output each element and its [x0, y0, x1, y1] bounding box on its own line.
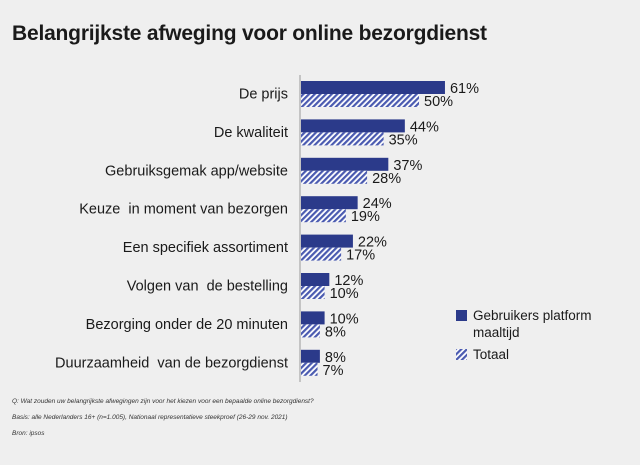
value-label-totaal-gebruiksgemak-app-website: 28%: [372, 171, 401, 187]
bar-totaal-bezorging-onder-de-20-minuten: [301, 324, 320, 338]
legend-item-totaal-swatch: [456, 349, 467, 360]
value-label-platform-keuze-in-moment-van-bezorgen: 24%: [363, 196, 392, 212]
category-label-de-prijs: De prijs: [239, 87, 288, 103]
footnote-basis: Basis: alle Nederlanders 16+ (n=1.005), …: [12, 414, 288, 421]
bar-totaal-volgen-van-de-bestelling: [301, 286, 325, 299]
value-label-platform-een-specifiek-assortiment: 22%: [358, 235, 387, 251]
category-label-volgen-van-de-bestelling: Volgen van de bestelling: [127, 279, 288, 295]
value-label-totaal-duurzaamheid-van-de-bezorgdienst: 7%: [323, 363, 344, 379]
category-label-een-specifiek-assortiment: Een specifiek assortiment: [123, 240, 288, 256]
bar-totaal-duurzaamheid-van-de-bezorgdienst: [301, 362, 318, 376]
value-label-platform-de-prijs: 61%: [450, 81, 479, 97]
bars-group: De prijs 61%50% De kwaliteit 44%35% Gebruiks…: [55, 81, 479, 379]
chart-title: Belangrijkste afweging voor online bezor…: [12, 22, 487, 45]
category-label-gebruiksgemak-app-website: Gebruiksgemak app/website: [105, 163, 288, 179]
value-label-platform-duurzaamheid-van-de-bezorgdienst: 8%: [325, 350, 346, 366]
value-label-platform-volgen-van-de-bestelling: 12%: [334, 273, 363, 289]
value-label-platform-bezorging-onder-de-20-minuten: 10%: [330, 311, 359, 327]
value-label-platform-gebruiksgemak-app-website: 37%: [393, 158, 422, 174]
category-label-bezorging-onder-de-20-minuten: Bezorging onder de 20 minuten: [86, 317, 288, 333]
bar-platform-bezorging-onder-de-20-minuten: [301, 311, 325, 325]
bar-totaal-gebruiksgemak-app-website: [301, 170, 368, 184]
value-label-totaal-volgen-van-de-bestelling: 10%: [330, 286, 359, 302]
value-label-totaal-een-specifiek-assortiment: 17%: [346, 248, 375, 264]
value-label-totaal-de-kwaliteit: 35%: [389, 132, 418, 148]
category-label-keuze-in-moment-van-bezorgen: Keuze in moment van bezorgen: [79, 202, 288, 218]
legend-item-totaal-label: Totaal: [473, 347, 509, 362]
legend: Gebruikers platform maaltijd Totaal: [456, 308, 592, 362]
bar-platform-de-kwaliteit: [301, 119, 405, 133]
value-label-totaal-de-prijs: 50%: [424, 94, 453, 110]
category-label-duurzaamheid-van-de-bezorgdienst: Duurzaamheid van de bezorgdienst: [55, 355, 288, 371]
bar-totaal-een-specifiek-assortiment: [301, 247, 342, 261]
legend-item-platform-label: maaltijd: [473, 325, 520, 340]
bar-totaal-keuze-in-moment-van-bezorgen: [301, 209, 346, 223]
value-label-totaal-keuze-in-moment-van-bezorgen: 19%: [351, 209, 380, 225]
legend-item-platform-swatch: [456, 310, 467, 321]
bar-platform-volgen-van-de-bestelling: [301, 273, 330, 286]
footnote-source: Bron: ipsos: [12, 430, 45, 437]
bar-totaal-de-prijs: [301, 94, 419, 107]
bar-platform-duurzaamheid-van-de-bezorgdienst: [301, 349, 320, 363]
bar-platform-de-prijs: [301, 81, 445, 94]
bar-platform-gebruiksgemak-app-website: [301, 157, 389, 171]
bar-platform-keuze-in-moment-van-bezorgen: [301, 196, 358, 210]
footnote-question: Q: Wat zouden uw belangrijkste afweginge…: [12, 398, 314, 405]
value-label-totaal-bezorging-onder-de-20-minuten: 8%: [325, 324, 346, 340]
category-label-de-kwaliteit: De kwaliteit: [214, 125, 288, 141]
legend-item-platform-label: Gebruikers platform: [473, 308, 592, 323]
bar-platform-een-specifiek-assortiment: [301, 234, 353, 248]
bar-totaal-de-kwaliteit: [301, 132, 384, 146]
value-label-platform-de-kwaliteit: 44%: [410, 119, 439, 135]
